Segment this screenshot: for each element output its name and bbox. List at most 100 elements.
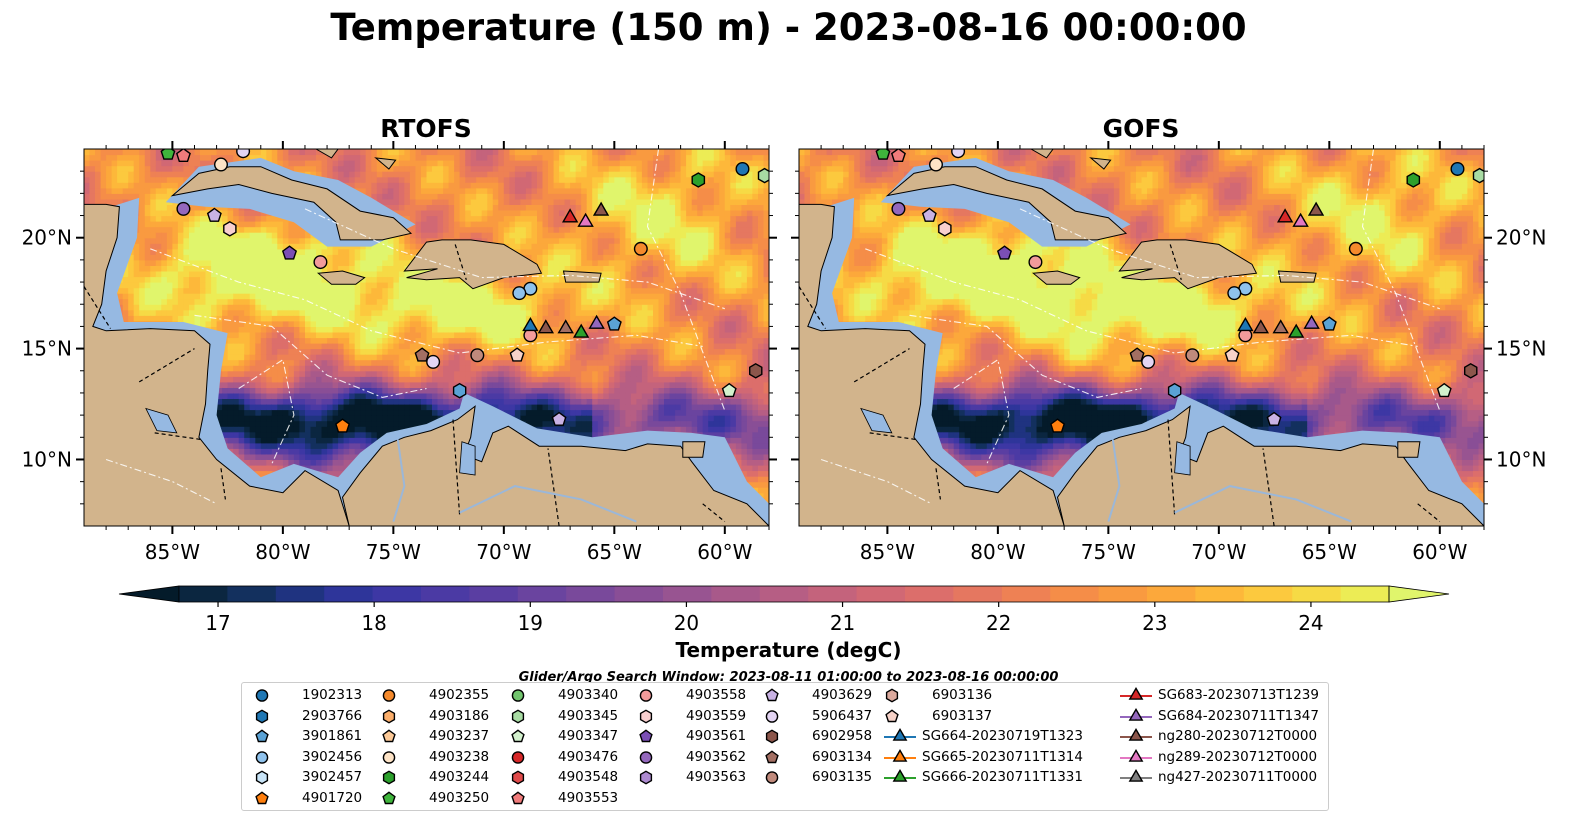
colorbar-bin: [711, 586, 761, 602]
legend-label: 4903476: [558, 748, 619, 765]
legend-marker-6903134: [765, 750, 779, 763]
legend-item: 4903345: [508, 708, 618, 724]
river: [1107, 439, 1121, 522]
marker-SG683: [561, 208, 579, 223]
legend-marker-4903559: [639, 709, 653, 724]
colorbar-bin: [227, 586, 277, 602]
legend-label: 4903553: [558, 790, 619, 806]
panel-title-gofs: GOFS: [1102, 114, 1180, 143]
hexagon-marker-icon: [885, 688, 899, 703]
legend-marker-4901720: [255, 791, 269, 805]
legend-item: 4903629: [762, 687, 872, 703]
triangle-marker-icon: [884, 769, 916, 783]
marker-4903558: [1028, 255, 1043, 270]
marker-SG664: [522, 317, 539, 332]
legend-marker-1902313: [255, 689, 269, 702]
colorbar-bin: [808, 586, 858, 602]
legend-marker-4903237: [382, 729, 396, 743]
marker-4903559: [938, 220, 952, 237]
border-line: [935, 468, 941, 500]
colorbar-bin: [324, 586, 374, 602]
legend-item: 3902457: [252, 769, 362, 785]
marker-4903553: [175, 149, 191, 163]
triangle-marker-icon: [1120, 687, 1152, 700]
marker-6902958: [749, 362, 763, 379]
legend-item: 3901861: [252, 728, 362, 744]
legend-marker-6903136: [885, 688, 899, 703]
legend-item: 4903238: [379, 749, 489, 765]
legend-item: SG666-20230711T1331: [882, 769, 1083, 785]
colorbar-extend-max: [1388, 585, 1450, 603]
hexagon-marker-icon: [511, 709, 525, 724]
hexagon-marker-icon: [255, 709, 269, 724]
river: [459, 485, 637, 523]
legend-label: ng289-20230712T0000: [1158, 748, 1318, 765]
eez-boundary: [953, 358, 1010, 465]
legend-marker-3902456: [255, 751, 269, 764]
colorbar-bin: [759, 586, 809, 602]
border-line: [799, 286, 827, 329]
legend-item: 5906437: [762, 708, 872, 724]
legend-label: 4903244: [429, 769, 490, 786]
colorbar-tick-label: 17: [205, 611, 230, 635]
eez-boundary: [646, 149, 726, 411]
hexagon-marker-icon: [511, 770, 525, 785]
colorbar-extend-min: [118, 585, 180, 603]
legend-item: 4903548: [508, 769, 618, 785]
legend-label: 6903134: [812, 748, 873, 765]
legend-marker-5906437: [765, 709, 779, 723]
circle-marker-icon: [382, 751, 396, 764]
legend-label: 4903340: [558, 687, 619, 703]
marker-5906437: [951, 149, 966, 159]
border-line: [1169, 244, 1182, 280]
marker-4903238: [929, 157, 944, 172]
legend-label: 4903186: [429, 707, 490, 724]
hexagon-marker-icon: [639, 709, 653, 724]
legend-item: 3902456: [252, 749, 362, 765]
legend-item: 4903559: [636, 708, 746, 724]
legend-label: 3901861: [302, 728, 363, 745]
map-frame: [83, 148, 770, 527]
legend-label: 6902958: [812, 728, 873, 745]
marker-3902456b: [1227, 286, 1242, 301]
lon-tick-label: 70°W: [1191, 540, 1246, 564]
land: [170, 166, 413, 241]
legend-marker-4902355: [382, 689, 396, 702]
colorbar-bin: [1050, 586, 1100, 602]
marker-6903137: [1224, 347, 1240, 362]
river: [392, 439, 406, 522]
border-line: [84, 286, 112, 329]
legend-item: 4902355: [379, 687, 489, 703]
legend-item: SG665-20230711T1314: [882, 749, 1083, 765]
legend-label: SG684-20230711T1347: [1158, 707, 1319, 724]
legend-label: 4903548: [558, 769, 619, 786]
legend-label: ng427-20230711T0000: [1158, 769, 1318, 786]
colorbar-bin: [421, 586, 470, 602]
border-line: [1167, 419, 1176, 515]
colorbar-tick-label: 20: [674, 611, 699, 635]
legend-marker-SG664-20230719T1323: [892, 728, 908, 741]
legend-marker-4903186: [382, 709, 396, 724]
eez-boundary: [865, 248, 1418, 354]
lat-tick-label: 15°N: [1496, 337, 1546, 361]
legend-marker-SG665-20230711T1314: [892, 748, 908, 762]
legend-marker-4903345: [511, 709, 525, 724]
marker-ng280c: [557, 319, 574, 334]
triangle-marker-icon: [1120, 748, 1152, 762]
marker-ng280b: [537, 319, 555, 334]
marker-4903345: [757, 167, 769, 184]
colorbar-tick-label: 24: [1298, 611, 1323, 635]
legend-label: SG666-20230711T1331: [922, 769, 1083, 786]
lake: [459, 441, 476, 476]
legend-label: 4903558: [686, 687, 747, 703]
marker-6903135: [470, 348, 485, 363]
colorbar-bin: [1147, 586, 1196, 602]
colorbar-bin: [953, 586, 1003, 602]
marker-3902456b: [512, 286, 527, 301]
border-line: [154, 432, 202, 441]
legend-marker-SG684-20230711T1347: [1128, 707, 1144, 721]
legend-label: 6903137: [932, 707, 993, 724]
marker-1902313: [1450, 161, 1465, 176]
legend-marker-ng427-20230711T0000: [1128, 769, 1144, 783]
circle-marker-icon: [765, 771, 779, 785]
